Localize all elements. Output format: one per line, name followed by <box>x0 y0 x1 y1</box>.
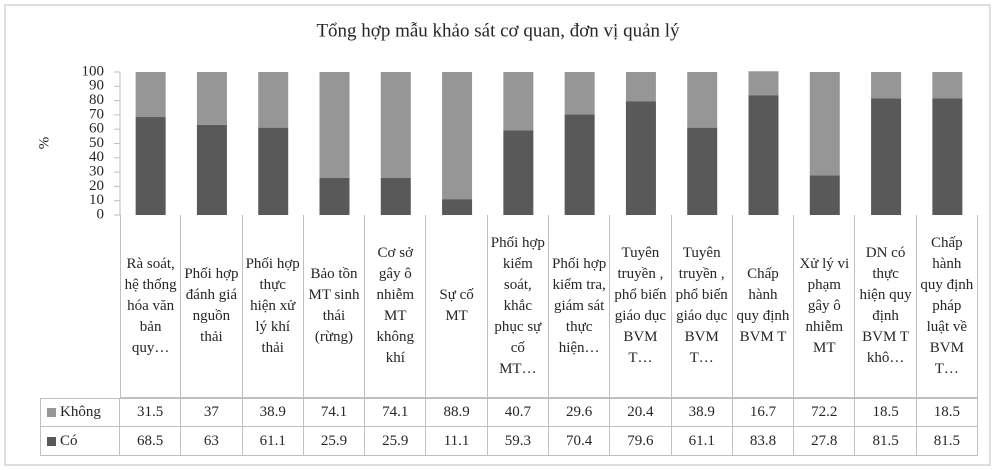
data-cell: 25.9 <box>365 427 427 456</box>
data-cell: 29.6 <box>549 398 611 427</box>
data-cell: 81.5 <box>855 427 917 456</box>
bar-segment <box>932 98 963 215</box>
bar-segment <box>932 72 963 99</box>
y-tick-label: 90 <box>89 78 104 94</box>
y-tick-label: 80 <box>89 92 104 108</box>
bar-segment <box>196 72 227 125</box>
legend-label: Không <box>60 404 101 420</box>
category-label: Xử lý vi phạm gây ô nhiễm MT <box>794 215 856 398</box>
data-cell: 63 <box>181 427 243 456</box>
data-cell: 59.3 <box>487 427 549 456</box>
data-cell: 37 <box>181 398 243 427</box>
data-cell: 61.1 <box>671 427 733 456</box>
y-tick-label: 40 <box>89 149 104 165</box>
category-label: Phối hợp đánh giá nguồn thải <box>181 215 243 398</box>
chart-title: Tổng hợp mẫu khảo sát cơ quan, đơn vị qu… <box>316 20 680 41</box>
data-cell: 38.9 <box>671 398 733 427</box>
bar-segment <box>319 177 350 215</box>
data-cell: 88.9 <box>426 398 488 427</box>
bar-segment <box>319 72 350 178</box>
bar-segment <box>748 71 779 96</box>
data-cell: 70.4 <box>549 427 611 456</box>
bar-segment <box>687 127 718 215</box>
data-cell: 11.1 <box>426 427 488 456</box>
category-label: Chấp hành quy định BVM T <box>732 215 795 398</box>
legend-label: Có <box>60 432 78 449</box>
category-label: Rà soát, hệ thống hóa văn bản quy… <box>120 215 182 398</box>
bar-segment <box>258 127 289 215</box>
data-cell: 74.1 <box>303 398 366 427</box>
bar-segment <box>442 72 473 200</box>
bar-segment <box>258 72 289 128</box>
data-cell: 79.6 <box>610 427 672 456</box>
bar-segment <box>380 177 411 215</box>
y-tick-label: 70 <box>89 106 104 122</box>
bar-segment <box>809 72 840 176</box>
y-tick-label: 30 <box>89 164 104 180</box>
bar-segment <box>809 175 840 215</box>
data-cell: 61.1 <box>242 427 304 456</box>
bar-segment <box>380 72 411 178</box>
frame <box>4 4 991 466</box>
bar-segment <box>625 101 656 215</box>
data-cell: 40.7 <box>487 398 549 427</box>
bar-segment <box>135 117 166 215</box>
bar-segment <box>503 72 534 131</box>
bar-segment <box>871 98 902 215</box>
data-cell: 16.7 <box>732 398 795 427</box>
category-label: Phối hợp kiểm soát, khắc phục sự cố MT… <box>487 215 549 398</box>
bar-segment <box>871 72 902 99</box>
category-label: DN có thực hiện quy định BVM T khô… <box>855 215 917 398</box>
y-tick-label: 100 <box>82 63 105 79</box>
y-tick-label: 20 <box>89 178 104 194</box>
data-cell: 81.5 <box>916 427 978 456</box>
data-cell: 27.8 <box>794 427 856 456</box>
bar-segment <box>564 114 595 215</box>
bar-segment <box>625 72 656 102</box>
category-label: Tuyên truyền , phổ biến giáo dục BVM T… <box>610 215 672 398</box>
category-label: Phối hợp thực hiện xử lý khí thải <box>242 215 304 398</box>
data-cell: 31.5 <box>120 398 182 427</box>
category-label: Sự cố MT <box>426 215 488 398</box>
data-cell: 74.1 <box>365 398 427 427</box>
data-cell: 83.8 <box>732 427 795 456</box>
data-cell: 38.9 <box>242 398 304 427</box>
y-tick-label: 0 <box>97 206 105 222</box>
data-cell: 25.9 <box>303 427 366 456</box>
bar-segment <box>564 72 595 115</box>
category-label: Tuyên truyền , phổ biến giáo dục BVM T… <box>671 215 733 398</box>
bar-segment <box>503 130 534 215</box>
legend-entry: Có <box>40 427 120 456</box>
y-axis-label: % <box>36 137 52 150</box>
data-cell: 20.4 <box>610 398 672 427</box>
category-label: Chấp hành quy định pháp luật về BVM T… <box>916 215 978 398</box>
data-cell: 72.2 <box>794 398 856 427</box>
y-tick-label: 60 <box>89 121 104 137</box>
y-tick-label: 10 <box>89 192 104 208</box>
bar-segment <box>442 199 473 215</box>
bar-segment <box>196 124 227 215</box>
legend-swatch <box>47 408 56 417</box>
legend-swatch <box>47 436 56 446</box>
bar-segment <box>135 72 166 118</box>
bar-segment <box>687 72 718 128</box>
category-label: Bảo tồn MT sinh thái (rừng) <box>303 215 366 398</box>
bar-segment <box>748 95 779 215</box>
legend-entry: Không <box>40 398 120 427</box>
category-label: Phối hợp kiểm tra, giám sát thực hiện… <box>549 215 611 398</box>
data-cell: 18.5 <box>855 398 917 427</box>
data-cell: 68.5 <box>120 427 182 456</box>
category-label: Cơ sở gây ô nhiễm MT không khí <box>365 215 427 398</box>
data-cell: 18.5 <box>916 398 978 427</box>
y-tick-label: 50 <box>89 135 104 151</box>
